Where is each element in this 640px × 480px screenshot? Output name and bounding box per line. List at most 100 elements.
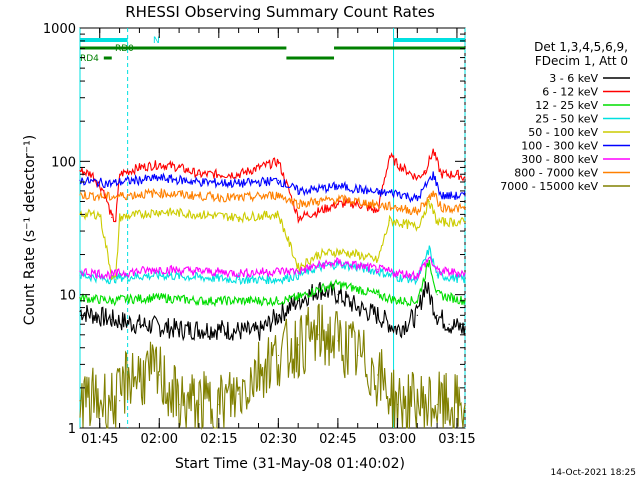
legend-item: 12 - 25 keV — [535, 99, 630, 112]
series-point — [238, 300, 240, 302]
series-point — [277, 300, 280, 302]
x-tick-label: 01:45 — [81, 432, 118, 447]
series-point — [416, 226, 418, 228]
legend-header-line-1: Det 1,3,4,5,6,9, — [534, 40, 628, 54]
series-point — [277, 278, 280, 281]
series-point — [111, 319, 113, 321]
series-point — [464, 208, 466, 210]
series-point — [158, 210, 160, 213]
x-tick-label: 02:00 — [141, 432, 178, 447]
series-point — [238, 197, 240, 199]
series-5 — [79, 171, 466, 204]
series-point — [111, 183, 113, 185]
series-point — [396, 403, 399, 406]
series-point — [436, 294, 438, 296]
series-point — [377, 268, 379, 270]
series-point — [337, 203, 339, 205]
series-point — [317, 188, 319, 190]
series-point — [79, 400, 81, 402]
flag-bars: N RD0 RD4 — [80, 36, 465, 64]
series-point — [127, 374, 129, 376]
series-point — [317, 265, 319, 267]
x-axis: 01:45 02:00 02:15 02:30 02:45 03:00 03:15 — [81, 28, 476, 447]
series-point — [198, 403, 200, 406]
legend-item: 800 - 7000 keV — [514, 167, 630, 180]
series-point — [416, 278, 418, 281]
series-point — [436, 221, 438, 223]
series-point — [297, 297, 299, 299]
series-point — [91, 173, 93, 175]
series-3 — [79, 245, 466, 286]
series-point — [79, 270, 81, 272]
series-point — [79, 310, 81, 312]
series-point — [198, 300, 200, 302]
timestamp: 14-Oct-2021 18:25 — [551, 468, 636, 478]
series-6 — [79, 256, 466, 282]
series-point — [79, 297, 81, 299]
series-point — [158, 268, 160, 270]
series-point — [440, 195, 442, 197]
series-point — [218, 328, 220, 330]
series-point — [111, 274, 113, 276]
series-point — [317, 288, 319, 290]
series-point — [428, 248, 430, 250]
series-point — [357, 253, 359, 256]
series-point — [396, 221, 399, 223]
series-point — [119, 276, 121, 278]
series-line — [79, 187, 466, 216]
series-point — [119, 400, 121, 402]
series-point — [119, 216, 121, 218]
series-point — [357, 288, 359, 290]
y-tick-label: 10 — [59, 289, 76, 304]
series-point — [432, 173, 434, 175]
event-lines — [79, 28, 466, 428]
x-tick-label: 02:15 — [200, 432, 237, 447]
series-point — [277, 213, 280, 215]
series-point — [357, 306, 359, 309]
series-point — [396, 163, 399, 165]
series-point — [277, 270, 280, 272]
series-point — [432, 192, 434, 194]
series-point — [448, 323, 450, 325]
flag-label: RD4 — [80, 54, 99, 64]
series-point — [416, 314, 418, 316]
x-tick-label: 02:30 — [260, 432, 297, 447]
series-point — [337, 261, 339, 263]
legend-label: 100 - 300 keV — [521, 140, 598, 153]
series-point — [158, 274, 160, 276]
series-point — [428, 260, 430, 262]
y-axis-label: Count Rate (s⁻¹ detector⁻¹) — [22, 135, 38, 325]
series-line — [80, 148, 466, 225]
series-point — [297, 300, 299, 302]
series-point — [464, 407, 466, 410]
series-point — [111, 196, 113, 198]
series-point — [377, 204, 379, 206]
series-point — [428, 256, 430, 259]
series-point — [377, 210, 379, 213]
series-line — [79, 198, 466, 281]
series-point — [337, 340, 339, 342]
legend-label: 7000 - 15000 keV — [500, 180, 598, 193]
series-point — [337, 198, 339, 200]
legend-item: 50 - 100 keV — [528, 126, 630, 139]
series-point — [337, 294, 339, 296]
series-point — [357, 200, 359, 203]
series-point — [178, 166, 180, 169]
series-7 — [79, 187, 466, 216]
legend-item: 300 - 800 keV — [521, 153, 630, 166]
series-line — [79, 245, 466, 286]
series-point — [377, 260, 379, 262]
y-axis: 1 10 100 1000 — [43, 22, 465, 437]
series-point — [436, 274, 438, 276]
series-point — [436, 270, 438, 272]
series-point — [158, 297, 160, 299]
series-point — [277, 194, 280, 196]
series-point — [277, 354, 280, 357]
legend-item: 3 - 6 keV — [549, 72, 630, 85]
series-point — [357, 188, 359, 190]
series-point — [198, 270, 200, 272]
series-8 — [79, 303, 466, 430]
series-point — [99, 213, 101, 215]
series-point — [388, 219, 391, 222]
series-point — [218, 403, 220, 406]
